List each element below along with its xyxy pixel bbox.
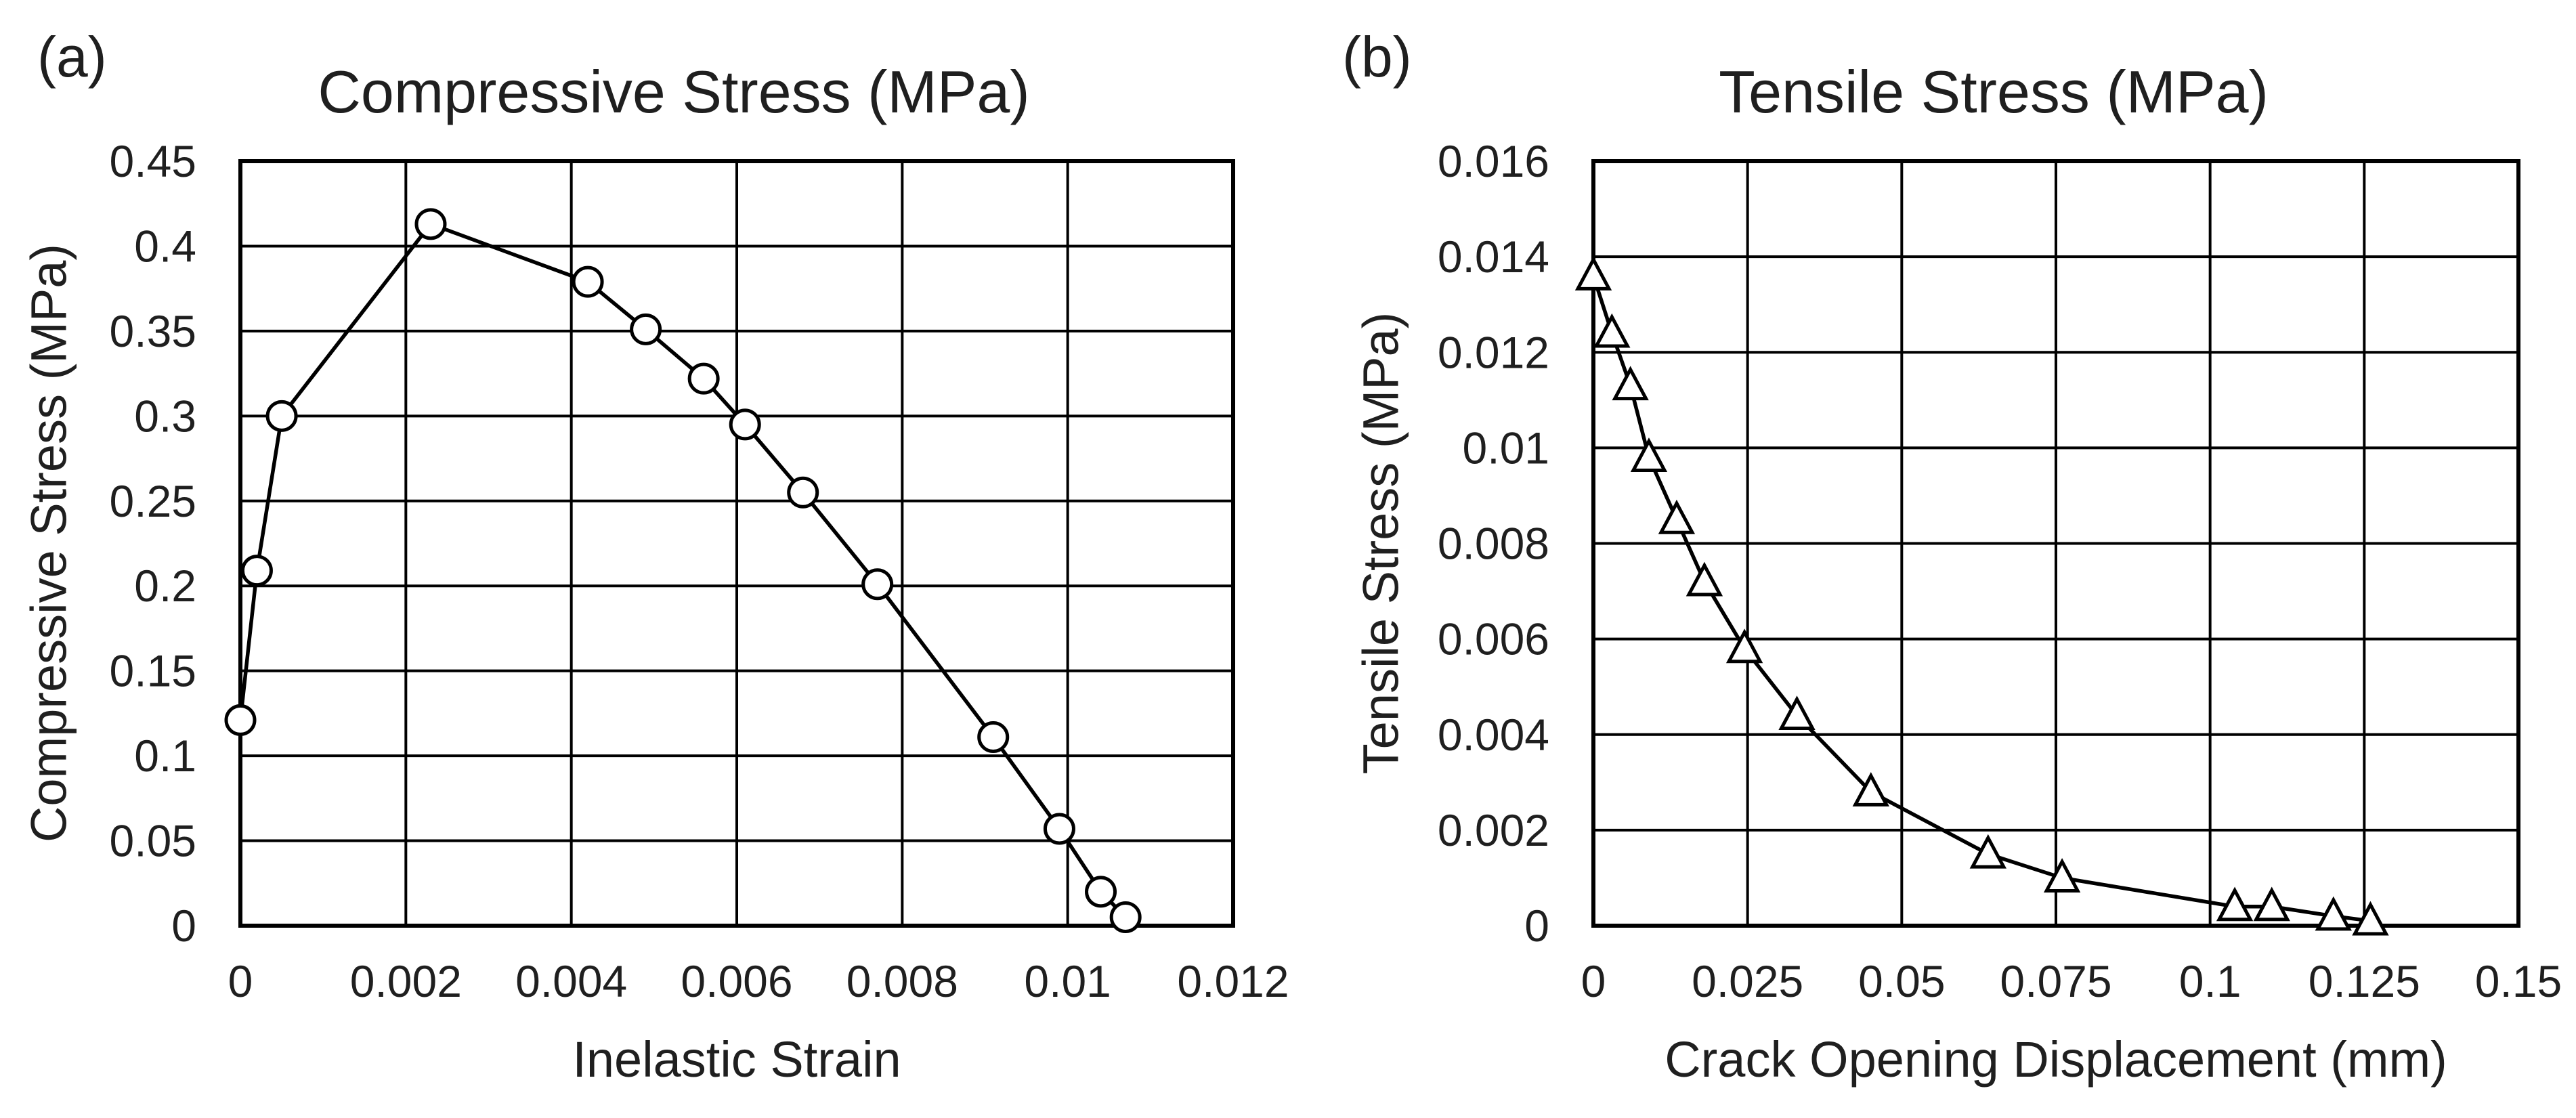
- data-point-marker: [265, 400, 298, 432]
- data-point-marker: [1969, 834, 2007, 869]
- chart-panel-a: (a) Compressive Stress (MPa) Compressive…: [21, 25, 1289, 1088]
- plot-area-b: 0 0.002 0.004 0.006 0.008 0.01 0.012 0.014 0.016…: [1438, 136, 2562, 1006]
- y-tick-label: 0.016: [1438, 136, 1549, 186]
- y-tick-label: 0.45: [110, 136, 196, 186]
- data-point-marker: [977, 721, 1010, 754]
- x-tick-label: 0.075: [2000, 956, 2111, 1006]
- y-tick-label: 0.15: [110, 646, 196, 696]
- x-tick-label: 0.006: [681, 956, 792, 1006]
- data-point-marker: [2352, 901, 2389, 936]
- data-point-marker: [787, 476, 819, 509]
- data-point-marker: [1612, 366, 1649, 401]
- data-point-marker: [1778, 695, 1816, 731]
- data-point-marker: [2216, 886, 2254, 922]
- y-tick-label: 0: [1524, 901, 1549, 951]
- y-tick-label: 0.4: [134, 221, 196, 271]
- data-point-marker: [1852, 772, 1889, 807]
- x-tick-label: 0.002: [350, 956, 462, 1006]
- y-tick-label: 0.35: [110, 306, 196, 356]
- y-tick-label: 0.05: [110, 816, 196, 866]
- x-tick-label: 0.01: [1024, 956, 1111, 1006]
- y-tick-label: 0.01: [1463, 423, 1549, 473]
- data-point-marker: [1109, 901, 1142, 933]
- data-point-marker: [861, 568, 894, 601]
- chart-panel-b: (b) Tensile Stress (MPa) Tensile Stress …: [1288, 0, 2576, 1118]
- x-tick-label: 0.1: [2179, 956, 2241, 1006]
- y-tick-label: 0.014: [1438, 232, 1549, 282]
- chart-title-a: Compressive Stress (MPa): [318, 58, 1030, 125]
- chart-title-b: Tensile Stress (MPa): [1719, 58, 2269, 125]
- x-tick-label: 0.15: [2475, 956, 2562, 1006]
- y-tick-label: 0.25: [110, 476, 196, 526]
- x-tick-label: 0: [228, 956, 253, 1006]
- y-tick-label: 0.012: [1438, 327, 1549, 377]
- x-tick-label: 0.004: [515, 956, 627, 1006]
- x-tick-label: 0.008: [846, 956, 958, 1006]
- panel-label-a: (a): [37, 25, 107, 89]
- x-tick-label: 0.012: [1177, 956, 1288, 1006]
- data-point-marker: [414, 208, 447, 240]
- data-point-marker: [1043, 813, 1075, 845]
- plot-border: [238, 159, 1235, 928]
- data-point-marker: [240, 555, 273, 587]
- panel-label-b: (b): [1342, 25, 1412, 89]
- x-tick-label: 0: [1581, 956, 1606, 1006]
- data-point-marker: [729, 408, 761, 441]
- data-point-marker: [2253, 886, 2290, 922]
- y-tick-label: 0.1: [134, 731, 196, 781]
- y-tick-label: 0: [171, 901, 196, 951]
- y-tick-label: 0.3: [134, 391, 196, 441]
- data-point-marker: [1593, 313, 1631, 348]
- x-axis-title-a: Inelastic Strain: [572, 1031, 901, 1088]
- y-tick-label: 0.008: [1438, 519, 1549, 569]
- data-point-marker: [1574, 256, 1612, 291]
- data-point-marker: [687, 362, 720, 395]
- data-point-marker: [630, 313, 662, 345]
- data-point-marker: [1725, 628, 1763, 664]
- series-line: [238, 222, 1128, 919]
- y-tick-label: 0.006: [1438, 614, 1549, 664]
- x-tick-label: 0.125: [2309, 956, 2420, 1006]
- series-line: [1591, 275, 2371, 923]
- data-point-marker: [224, 704, 257, 736]
- data-point-marker: [1658, 499, 1696, 534]
- y-tick-label: 0.2: [134, 561, 196, 611]
- data-point-marker: [1630, 437, 1668, 472]
- data-point-marker: [1085, 876, 1117, 908]
- x-axis-title-b: Crack Opening Displacement (mm): [1665, 1031, 2447, 1088]
- x-tick-label: 0.025: [1692, 956, 1803, 1006]
- x-tick-label: 0.05: [1858, 956, 1945, 1006]
- y-tick-label: 0.002: [1438, 805, 1549, 855]
- data-point-marker: [2043, 858, 2081, 893]
- plot-border: [1591, 159, 2520, 928]
- data-point-marker: [2315, 896, 2352, 931]
- plot-area-a: 0 0.05 0.1 0.15 0.2 0.25 0.3 0.35 0.4 0.45 0 0.002 0…: [110, 136, 1288, 1006]
- data-point-marker: [1686, 561, 1723, 597]
- data-point-marker: [572, 265, 604, 298]
- y-tick-label: 0.004: [1438, 710, 1549, 760]
